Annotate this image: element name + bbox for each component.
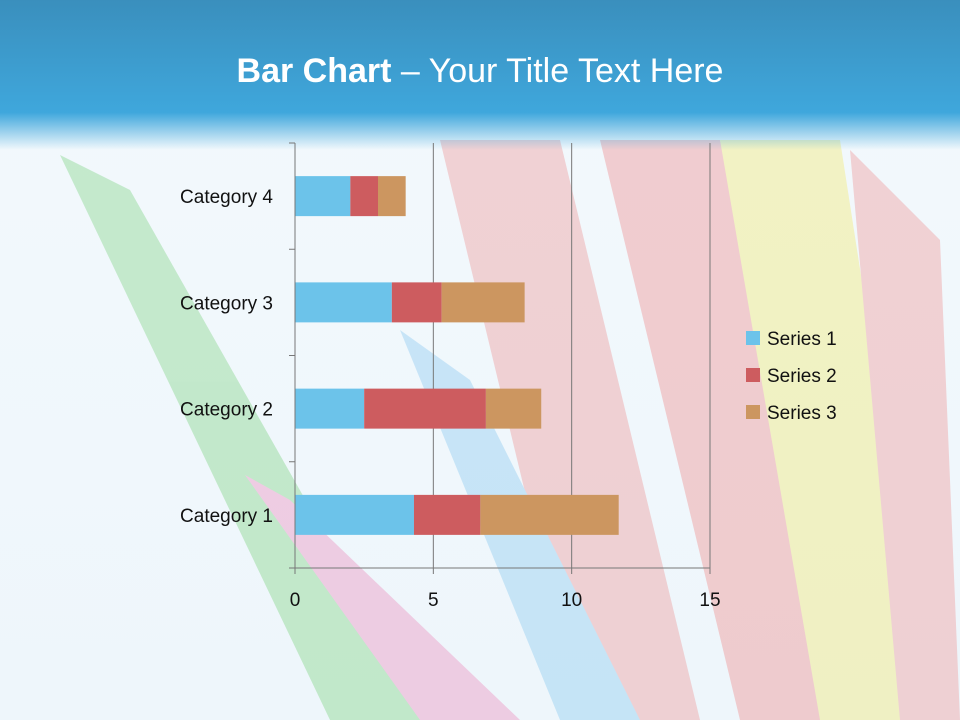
title-banner [0,0,960,150]
legend-swatch [746,368,760,382]
category-label: Category 1 [180,506,273,527]
category-label: Category 3 [180,293,273,314]
title-rest: – Your Title Text Here [391,52,724,90]
legend-swatch [746,331,760,345]
bar-3-category-1 [480,494,619,535]
bar-1-category-2 [295,388,365,429]
category-label: Category 2 [180,400,273,421]
bar-2-category-4 [350,176,378,217]
bar-1-category-3 [295,282,392,323]
bar-3-category-3 [441,282,525,323]
legend-swatch [746,405,760,419]
bar-3-category-4 [378,176,406,217]
bar-2-category-3 [391,282,442,323]
slide-title: Bar Chart – Your Title Text Here [0,52,960,91]
legend-label: Series 3 [767,403,837,424]
x-tick-label: 0 [290,590,301,611]
bar-2-category-1 [413,494,481,535]
bar-3-category-2 [485,388,542,429]
bar-2-category-2 [364,388,486,429]
legend-label: Series 1 [767,329,837,350]
title-bold: Bar Chart [236,52,392,90]
legend-label: Series 2 [767,366,837,387]
x-tick-label: 5 [428,590,439,611]
category-label: Category 4 [180,187,273,208]
x-tick-label: 15 [699,590,720,611]
bar-1-category-4 [295,176,351,217]
bar-1-category-1 [295,494,414,535]
x-tick-label: 10 [561,590,582,611]
